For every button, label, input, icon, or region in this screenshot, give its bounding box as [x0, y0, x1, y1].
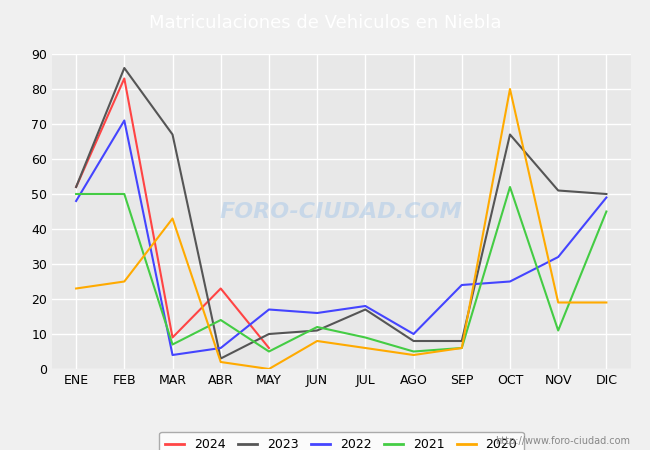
Text: Matriculaciones de Vehiculos en Niebla: Matriculaciones de Vehiculos en Niebla	[149, 14, 501, 32]
Text: http://www.foro-ciudad.com: http://www.foro-ciudad.com	[495, 436, 630, 446]
Text: FORO-CIUDAD.COM: FORO-CIUDAD.COM	[220, 202, 463, 221]
Legend: 2024, 2023, 2022, 2021, 2020: 2024, 2023, 2022, 2021, 2020	[159, 432, 523, 450]
